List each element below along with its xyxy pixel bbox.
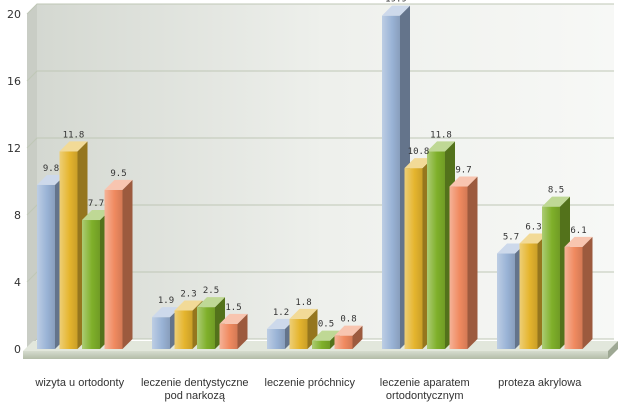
data-label: 19.9 (385, 0, 407, 5)
x-category-label: wizyta u ortodonty (34, 377, 124, 389)
data-label: 1.9 (158, 296, 174, 306)
data-labels: 9.8 11.8 7.7 9.5 1.9 2.3 2.5 1.5 1.2 1.8 0.5 0.8 19.… (43, 0, 587, 330)
bar-top (197, 297, 225, 308)
y-tick-label: 16 (7, 75, 21, 88)
bar-top (497, 243, 525, 254)
bar-front (267, 328, 285, 349)
bar (449, 176, 478, 349)
bar-side (352, 325, 363, 349)
bar-top (427, 141, 455, 152)
data-label: 11.8 (430, 130, 452, 140)
x-category-label: proteza akrylowa (498, 377, 582, 389)
bar-top (382, 5, 410, 16)
bar-top (334, 325, 363, 336)
bar-top (219, 313, 248, 324)
bar-top (519, 233, 548, 244)
data-label: 8.5 (548, 186, 564, 196)
bar-front (82, 220, 100, 349)
y-tick-label: 12 (7, 142, 21, 155)
bar-front (174, 310, 193, 349)
bar-front (289, 318, 308, 349)
bar-front (542, 206, 560, 349)
bar-front (519, 243, 538, 349)
bar-top (312, 330, 340, 341)
gridline (26, 137, 614, 149)
bars (37, 5, 593, 350)
bar-top (82, 210, 110, 221)
data-label: 2.3 (180, 289, 196, 299)
data-label: 7.7 (88, 199, 104, 209)
data-label: 11.8 (63, 130, 85, 140)
bar-top (174, 300, 203, 311)
data-label: 5.7 (503, 233, 519, 243)
data-label: 1.5 (225, 303, 241, 313)
bar (289, 308, 318, 349)
y-tick-label: 20 (7, 8, 21, 21)
bar-top (152, 307, 180, 318)
bar (104, 179, 133, 349)
floor-side (608, 341, 618, 359)
bar-front (564, 246, 583, 349)
y-tick-label: 4 (14, 276, 21, 289)
floor-front (23, 351, 608, 359)
bar-front (197, 307, 215, 349)
data-label: 1.8 (295, 298, 311, 308)
data-label: 6.3 (525, 222, 541, 232)
bar-side (237, 313, 248, 349)
y-tick-label: 8 (14, 209, 21, 222)
bar-front (382, 15, 400, 350)
bar-side (122, 179, 133, 349)
bar-side (467, 176, 478, 349)
x-category-label: leczenie aparatem ortodontycznym (380, 377, 470, 402)
bar-front (59, 151, 78, 349)
x-axis: wizyta u ortodonty leczenie dentystyczne p… (34, 377, 582, 402)
side-wall (27, 4, 37, 349)
bar-top (59, 141, 88, 152)
bar-front (427, 151, 445, 349)
bar-side (582, 236, 593, 349)
y-tick-label: 0 (14, 343, 21, 356)
bar-front (334, 335, 353, 349)
bar-top (104, 179, 133, 190)
gridline (26, 70, 614, 82)
bar-front (104, 189, 123, 349)
data-label: 9.7 (455, 166, 471, 176)
x-category-label: leczenie próchnicy (265, 377, 356, 389)
data-label: 0.5 (318, 320, 334, 330)
bar-top (289, 308, 318, 319)
data-label: 9.5 (110, 169, 126, 179)
data-label: 1.2 (273, 308, 289, 318)
bar-top (267, 318, 295, 329)
bar-front (152, 317, 170, 349)
bar (219, 313, 248, 349)
y-axis: 0 4 8 12 16 20 (7, 8, 21, 356)
data-label: 0.8 (340, 315, 356, 325)
x-category-label: leczenie dentystyczne pod narkozą (141, 377, 249, 402)
bar-front (37, 184, 55, 349)
bar-top (449, 176, 478, 187)
bar (334, 325, 363, 349)
bar-front (497, 253, 515, 349)
data-label: 2.5 (203, 286, 219, 296)
bar-top (404, 158, 433, 169)
bar-top (37, 174, 65, 185)
bar-front (404, 168, 423, 349)
bar-front (312, 340, 330, 349)
data-label: 6.1 (570, 226, 586, 236)
bar-front (449, 186, 468, 349)
bar-top (542, 196, 570, 207)
gridline (26, 3, 614, 15)
bar (564, 236, 593, 349)
data-label: 9.8 (43, 164, 59, 174)
bar-front (219, 323, 238, 349)
bar-top (564, 236, 593, 247)
data-label: 10.8 (408, 147, 430, 157)
